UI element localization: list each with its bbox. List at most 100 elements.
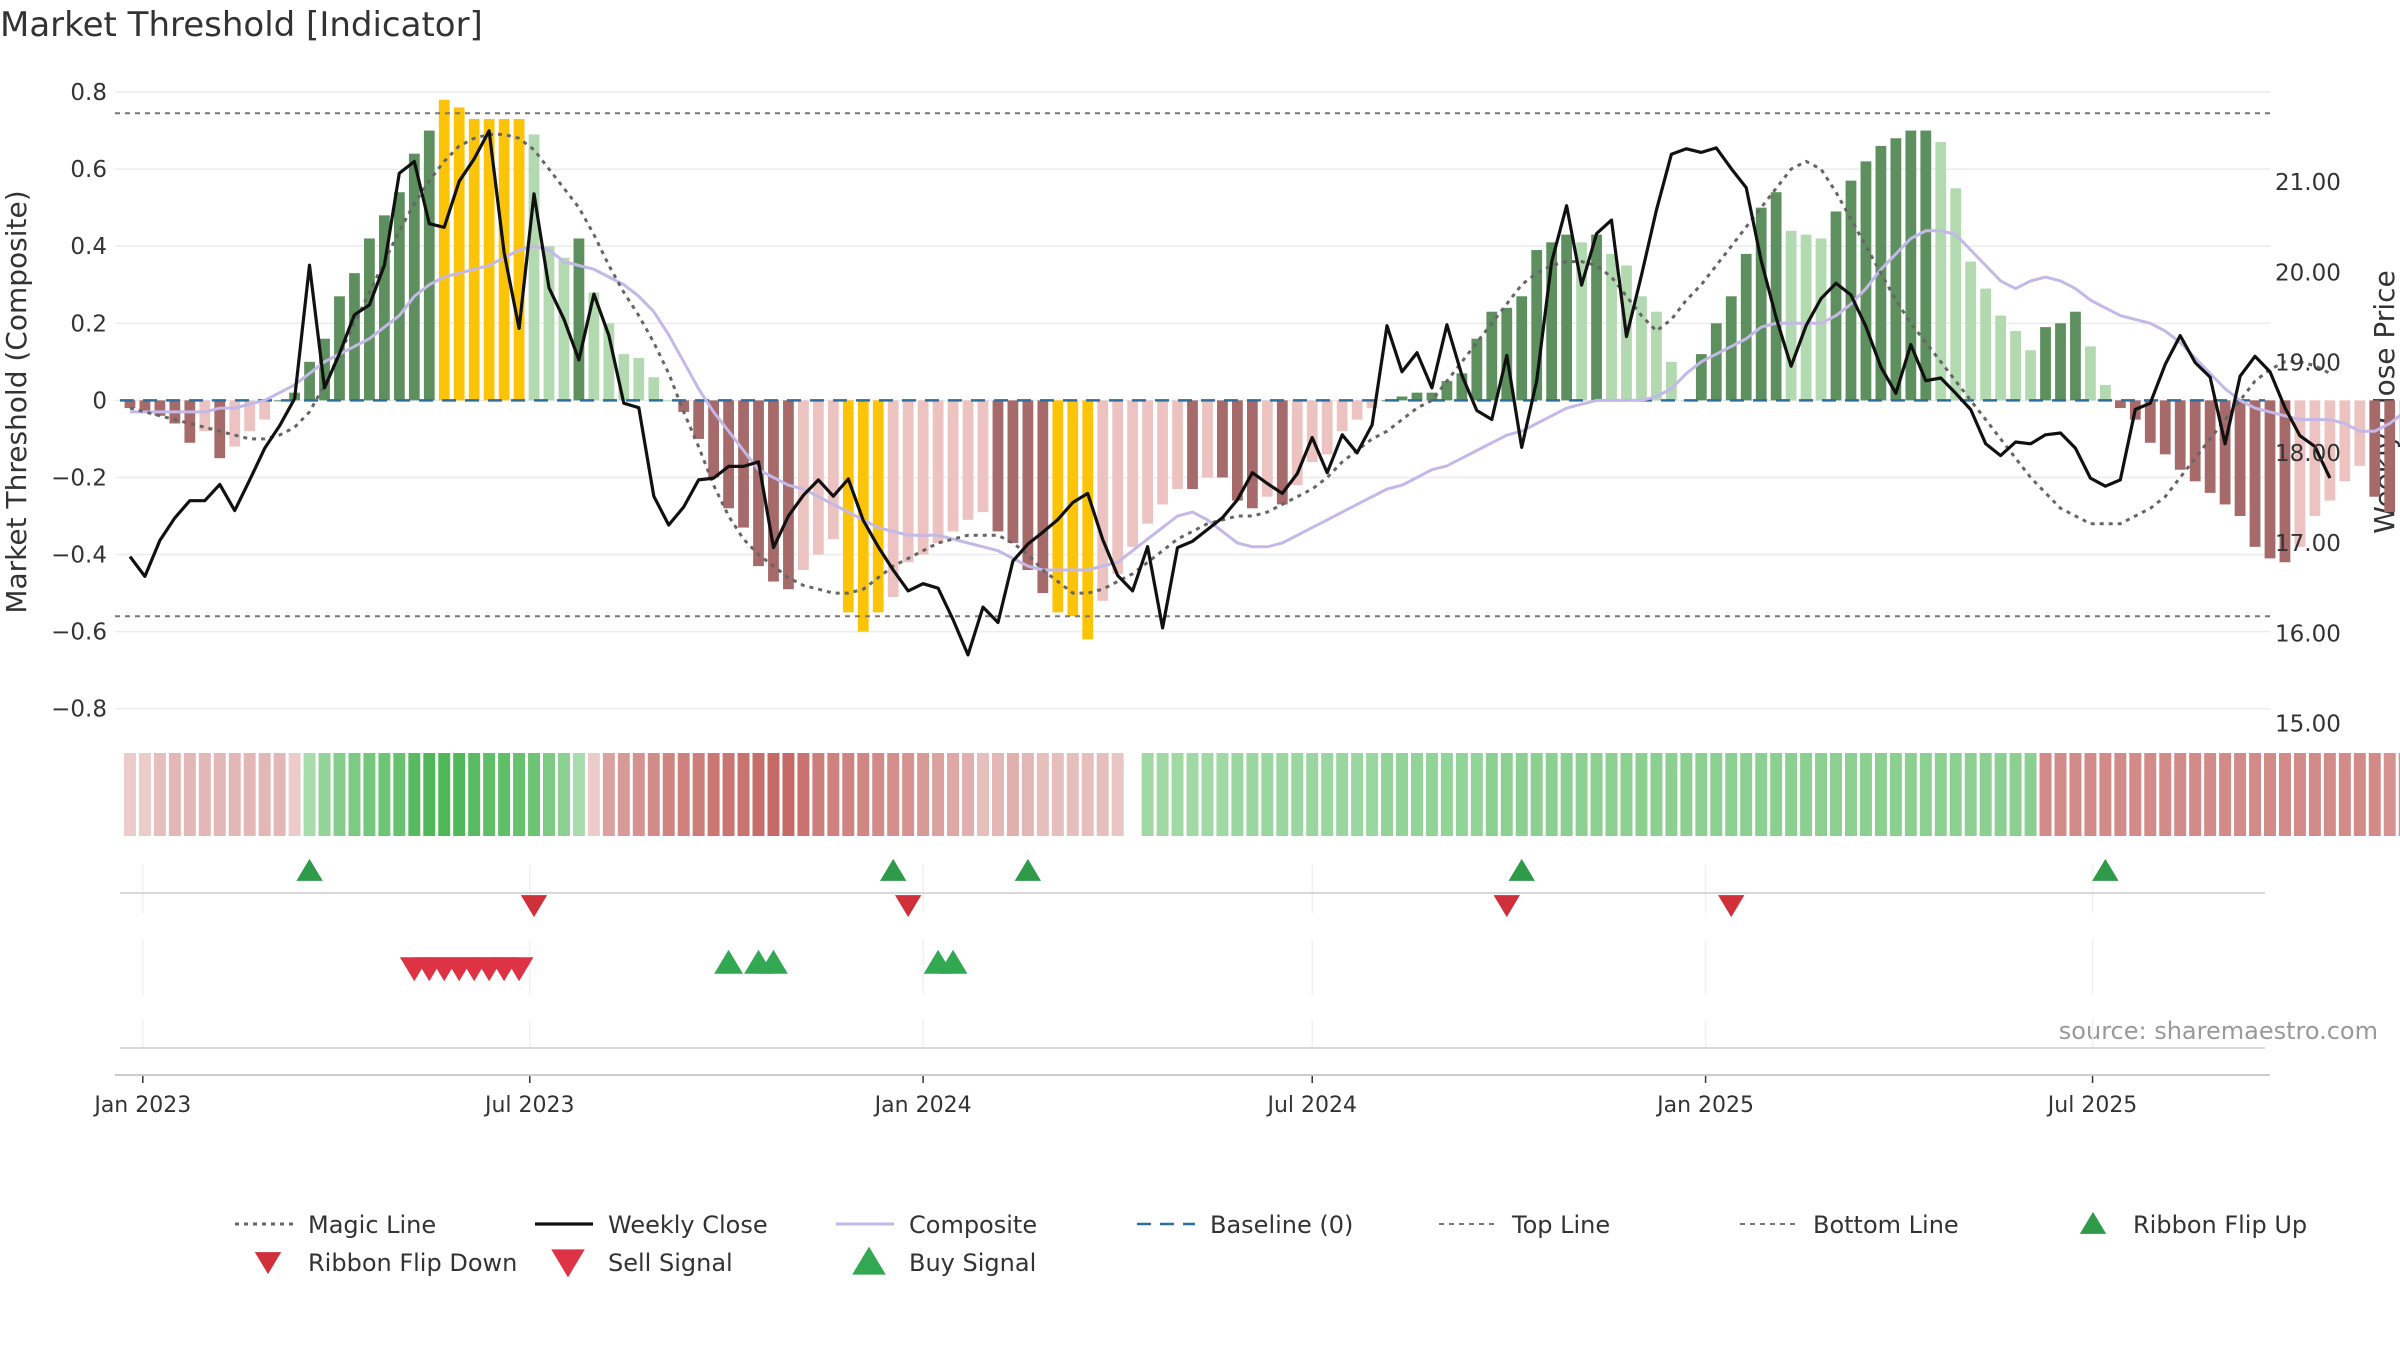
composite-bar (618, 354, 630, 401)
ribbon-cell (2353, 753, 2366, 836)
composite-bar (453, 107, 465, 401)
composite-bar (2339, 400, 2351, 482)
ribbon-cell (1291, 753, 1304, 836)
composite-bar (1546, 242, 1558, 401)
ribbon-cell (528, 753, 541, 836)
composite-bar (378, 215, 390, 401)
legend-item-buy: Buy Signal (852, 1246, 1036, 1277)
composite-bar (1636, 296, 1647, 401)
composite-bar (2144, 400, 2156, 443)
ribbon-cell (1321, 753, 1334, 836)
ribbon-cell (1351, 753, 1364, 836)
ribbon-cell (138, 753, 151, 836)
ribbon-cell (468, 753, 481, 836)
ribbon-cell (1081, 753, 1094, 836)
composite-bar (1202, 400, 1213, 478)
ribbon-cell (1021, 753, 1034, 836)
ribbon-cell (2039, 753, 2052, 836)
ribbon-cell (1141, 753, 1154, 836)
ribbon-cell (2293, 753, 2306, 836)
ribbon-cell (2159, 753, 2172, 836)
ribbon-cell (258, 753, 271, 836)
composite-bar (902, 400, 914, 563)
legend-label: Sell Signal (608, 1249, 733, 1277)
ribbon-cell (1261, 753, 1274, 836)
ribbon-cell (483, 753, 496, 836)
composite-bar (1411, 392, 1423, 401)
composite-bar (1920, 130, 1932, 401)
composite-bar (1366, 400, 1378, 409)
composite-bar (2159, 400, 2171, 455)
composite-bar (992, 400, 1004, 532)
ribbon-cell (602, 753, 615, 836)
ribbon-cell (2278, 753, 2291, 836)
ribbon-cell (2308, 753, 2321, 836)
ribbon-cell (318, 753, 331, 836)
ribbon-cell (1949, 753, 1962, 836)
legend-label: Composite (909, 1211, 1037, 1239)
composite-bar (1561, 234, 1573, 401)
ribbon-cell (962, 753, 975, 836)
composite-bar (2099, 384, 2111, 401)
composite-bar (812, 400, 824, 555)
composite-bar (678, 400, 690, 412)
composite-bar (1142, 400, 1153, 524)
ribbon-cell (1111, 753, 1124, 836)
composite-bar (1037, 400, 1049, 594)
weekly-close-line (128, 129, 2332, 657)
ribbon-cell (2234, 753, 2247, 836)
composite-bar (2294, 400, 2306, 547)
composite-bar (2249, 400, 2261, 547)
ribbon-cell (2204, 753, 2217, 836)
legend-item-baseline: Baseline (0) (1137, 1211, 1353, 1239)
ribbon-cell (303, 753, 316, 836)
ribbon-flip-up-marker (1508, 858, 1535, 881)
composite-bar (603, 323, 615, 401)
legend-swatch (551, 1249, 585, 1278)
legend-label: Magic Line (308, 1211, 436, 1239)
ribbon-cell (1336, 753, 1349, 836)
composite-bar (2010, 330, 2021, 401)
composite-bar (2219, 400, 2231, 505)
composite-bar (1007, 400, 1019, 543)
composite-bar (783, 400, 794, 590)
composite-bar (1725, 296, 1737, 401)
composite-bar (947, 400, 959, 532)
legend-label: Top Line (1511, 1211, 1610, 1239)
sell-signal-marker (504, 957, 534, 982)
composite-bar (1217, 400, 1228, 478)
y-tick-label: 0.6 (70, 157, 107, 183)
ribbon-cell (662, 753, 675, 836)
composite-bar (1606, 253, 1617, 401)
y-tick-label: 0.8 (70, 80, 107, 106)
composite-bar (124, 400, 136, 409)
composite-bar (423, 130, 435, 401)
ribbon-cell (363, 753, 376, 836)
ribbon-cell (1889, 753, 1902, 836)
ribbon-cell (1186, 753, 1199, 836)
ribbon-cell (183, 753, 196, 836)
ribbon-cell (1830, 753, 1842, 836)
composite-bar (753, 400, 764, 567)
ribbon-cell (1470, 753, 1483, 836)
composite-bar (1845, 180, 1857, 401)
composite-bar (1396, 396, 1408, 401)
ribbon-cell (2174, 753, 2187, 836)
ribbon-cell (228, 753, 241, 836)
composite-bar (1830, 211, 1842, 401)
ribbon-cell (647, 753, 660, 836)
ribbon-cell (2249, 753, 2262, 836)
ribbon-cell (1051, 753, 1064, 836)
ribbon-flip-up-marker (1014, 858, 1042, 881)
y-tick-label: 0.4 (70, 234, 107, 260)
ribbon-cell (453, 753, 466, 836)
composite-bar (1127, 400, 1139, 547)
ribbon-cell (408, 753, 421, 836)
ribbon-cell (1904, 753, 1917, 836)
ribbon-cell (1815, 753, 1828, 836)
ribbon-cell (1500, 753, 1513, 836)
composite-bar (2189, 400, 2201, 482)
ribbon-cell (917, 753, 930, 836)
composite-bar (1965, 261, 1977, 401)
